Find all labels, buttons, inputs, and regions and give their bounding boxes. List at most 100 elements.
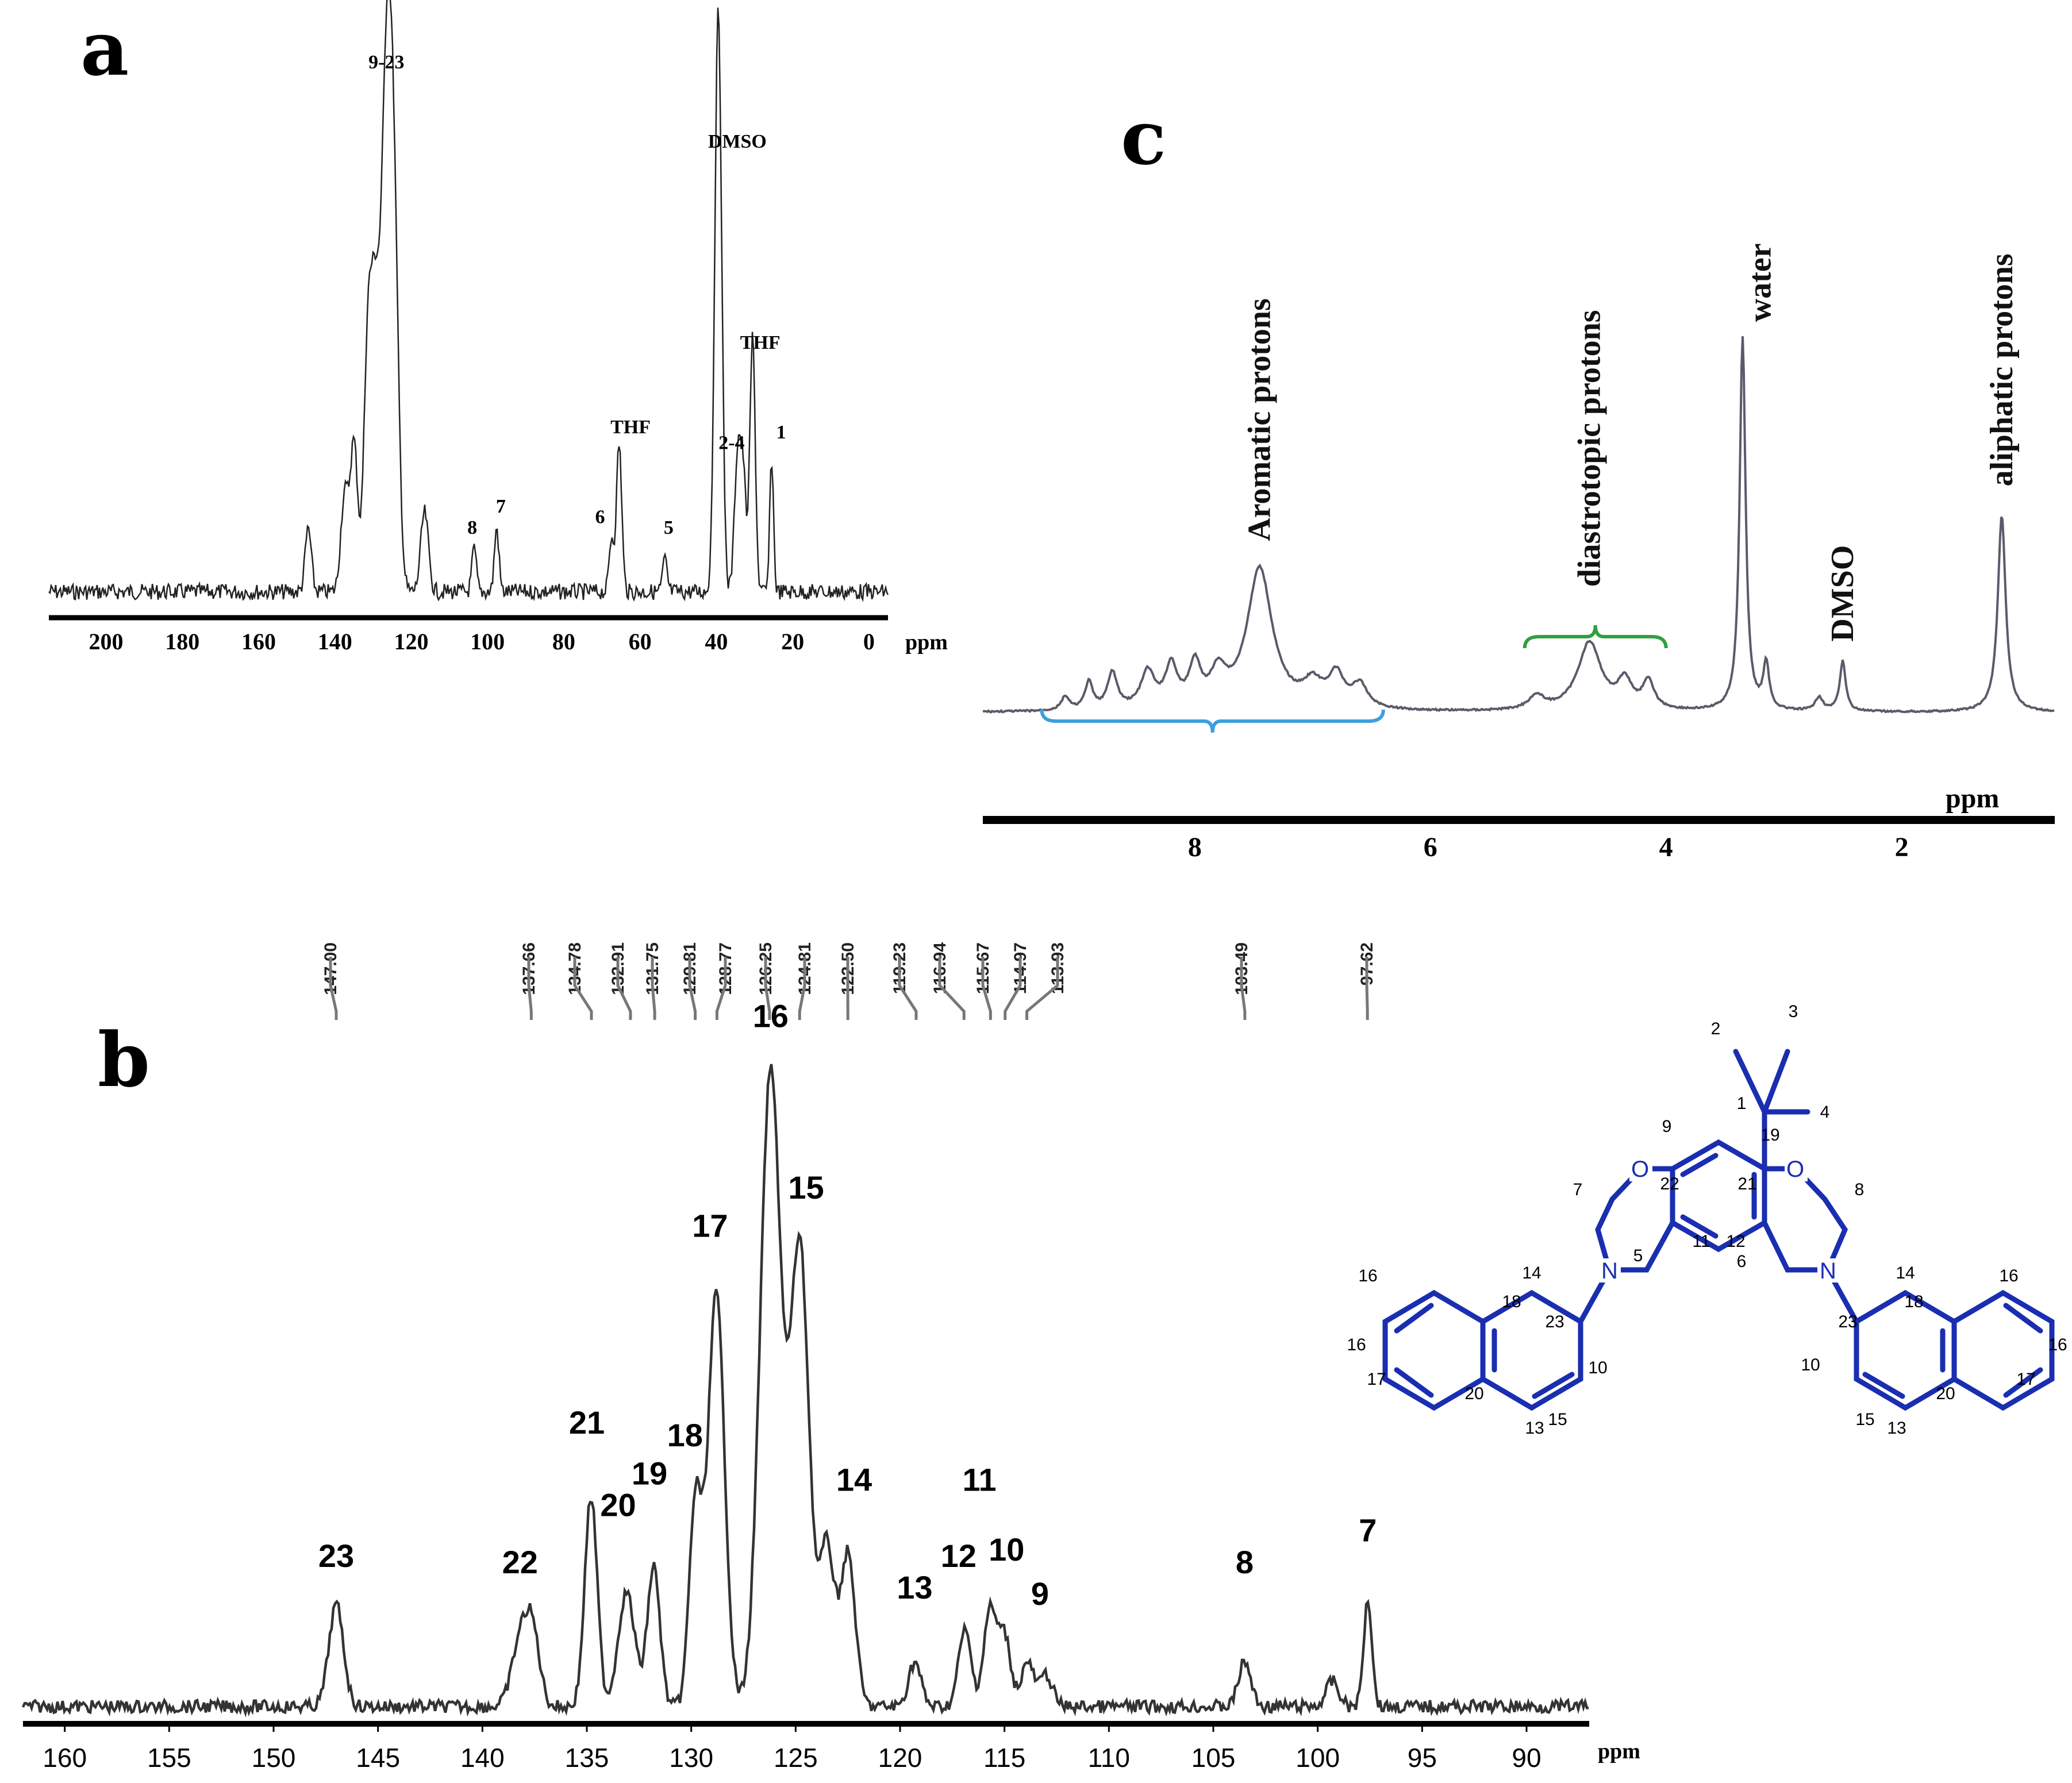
tick-label: 80 bbox=[552, 629, 575, 654]
tick-label: 150 bbox=[252, 1743, 296, 1773]
panel-label-b: b bbox=[98, 1016, 150, 1104]
tick-label: 140 bbox=[318, 629, 352, 654]
tick-label: 105 bbox=[1191, 1743, 1236, 1773]
carbon-number: 13 bbox=[1525, 1419, 1544, 1438]
n-left-bg bbox=[1599, 1258, 1621, 1283]
left-naph-double-3 bbox=[1394, 1303, 1434, 1334]
peak-label: 7 bbox=[496, 496, 506, 517]
o-left-bg bbox=[1629, 1155, 1652, 1181]
tick-label: 100 bbox=[470, 629, 505, 654]
peak-label: 13 bbox=[897, 1569, 932, 1605]
tick-label: 100 bbox=[1296, 1743, 1340, 1773]
peak-label: 12 bbox=[941, 1538, 977, 1574]
carbon-number: 4 bbox=[1820, 1103, 1830, 1122]
peak-label: 9-23 bbox=[368, 52, 404, 73]
tick-label: 155 bbox=[147, 1743, 191, 1773]
n-right-bg bbox=[1817, 1258, 1839, 1283]
spectrum-c: Aromatic protons diastrotopic protons wate… bbox=[982, 243, 2055, 862]
spectrum-c-peak-labels: Aromatic protons diastrotopic protons wate… bbox=[1242, 243, 2020, 641]
shift-connector bbox=[798, 957, 806, 1020]
peak-label: 5 bbox=[664, 517, 674, 538]
spectrum-a-xlabel: ppm bbox=[905, 630, 948, 654]
carbon-number: 20 bbox=[1936, 1384, 1955, 1403]
spectrum-b-ticks: 160 155 150 145 140 135 130 125 120 115 110 105 100 9… bbox=[43, 1724, 1541, 1773]
shift-connector bbox=[715, 957, 727, 1020]
carbon-number: 15 bbox=[1855, 1410, 1874, 1429]
left-naphthyl-ring-b bbox=[1382, 1289, 1486, 1411]
shift-connector bbox=[898, 957, 918, 1020]
right-oxazine bbox=[1762, 1166, 1848, 1273]
peak-label: 23 bbox=[318, 1538, 354, 1574]
peak-label: 9 bbox=[1031, 1576, 1049, 1612]
tick-label: 6 bbox=[1424, 832, 1437, 862]
carbon-number: 23 bbox=[1545, 1312, 1564, 1331]
carbon-number: 14 bbox=[1896, 1264, 1915, 1283]
carbon-number: 14 bbox=[1522, 1264, 1541, 1283]
spectrum-a-peak-labels: 9-23 DMSO THF THF 2-4 1 87 6 5 bbox=[368, 52, 786, 538]
atom-o-left: O bbox=[1631, 1157, 1649, 1182]
peak-label: 10 bbox=[989, 1531, 1024, 1568]
tick-label: 40 bbox=[705, 629, 728, 654]
tick-label: 8 bbox=[1188, 832, 1202, 862]
right-naphthyl-ring-b bbox=[1951, 1289, 2055, 1411]
shift-connector bbox=[1025, 957, 1059, 1020]
peak-label: 8 bbox=[467, 517, 477, 538]
shift-connector bbox=[764, 957, 771, 1020]
shift-connector bbox=[938, 957, 966, 1020]
central-ring bbox=[1670, 1139, 1767, 1253]
shift-connector bbox=[573, 957, 593, 1020]
panel-label-c: c bbox=[1121, 94, 1166, 182]
right-naph-double-3 bbox=[2003, 1303, 2043, 1334]
tick-label: 125 bbox=[774, 1743, 818, 1773]
carbon-number: 16 bbox=[1999, 1266, 2018, 1285]
carbon-number: 16 bbox=[1358, 1266, 1377, 1285]
left-naph-double-4 bbox=[1394, 1367, 1434, 1398]
left-naph-double-2 bbox=[1532, 1372, 1575, 1399]
peak-label: 19 bbox=[632, 1455, 667, 1491]
shift-connector bbox=[688, 957, 697, 1020]
carbon-number: 18 bbox=[1502, 1292, 1521, 1311]
atom-o-right: O bbox=[1786, 1157, 1804, 1182]
spectrum-a-ticks: 200 180 160 140 120 100 80 60 40 20 0 bbox=[89, 629, 875, 654]
spectrum-b-xlabel: ppm bbox=[1598, 1739, 1640, 1763]
peak-label: 6 bbox=[595, 506, 605, 527]
structure-bonds bbox=[1382, 1049, 2055, 1411]
peak-label: 21 bbox=[569, 1404, 605, 1441]
carbon-number: 11 bbox=[1692, 1232, 1710, 1251]
tick-label: 130 bbox=[669, 1743, 713, 1773]
left-naphthyl-ring-a bbox=[1480, 1289, 1583, 1411]
tick-label: 135 bbox=[565, 1743, 609, 1773]
tick-label: 20 bbox=[781, 629, 804, 654]
peak-label: aliphatic protons bbox=[1984, 253, 2020, 486]
tbu-methyl-3 bbox=[1762, 1049, 1790, 1115]
o-right-bg bbox=[1785, 1155, 1808, 1181]
tick-label: 90 bbox=[1512, 1743, 1541, 1773]
tick-label: 160 bbox=[241, 629, 276, 654]
shift-connector bbox=[981, 957, 992, 1020]
atom-n-left: N bbox=[1601, 1258, 1618, 1284]
carbon-number: 6 bbox=[1737, 1252, 1747, 1271]
carbon-number: 10 bbox=[1801, 1355, 1820, 1374]
peak-label: THF bbox=[740, 332, 781, 353]
carbon-number: 16 bbox=[1347, 1335, 1366, 1354]
spectrum-c-xlabel: ppm bbox=[1946, 783, 1999, 814]
spectrum-b: 160 155 150 145 140 135 130 125 120 115 110 105 100 9… bbox=[21, 998, 1640, 1773]
shift-connector bbox=[1240, 957, 1247, 1020]
carbon-number: 17 bbox=[1367, 1370, 1386, 1389]
spectrum-c-trace bbox=[982, 336, 2055, 714]
tick-label: 2 bbox=[1895, 832, 1909, 862]
shift-connector bbox=[1004, 957, 1022, 1020]
carbon-number: 3 bbox=[1789, 1002, 1798, 1021]
carbon-number: 20 bbox=[1464, 1384, 1483, 1403]
tick-label: 200 bbox=[89, 629, 124, 654]
carbon-number: 16 bbox=[2048, 1335, 2067, 1354]
central-ring-double-1 bbox=[1680, 1153, 1719, 1177]
right-naph-double-2 bbox=[1862, 1372, 1905, 1399]
tick-label: 110 bbox=[1088, 1743, 1130, 1773]
tick-label: 115 bbox=[983, 1743, 1025, 1773]
shift-connector bbox=[329, 957, 338, 1020]
tick-label: 140 bbox=[460, 1743, 505, 1773]
carbon-number: 1 bbox=[1737, 1094, 1747, 1113]
